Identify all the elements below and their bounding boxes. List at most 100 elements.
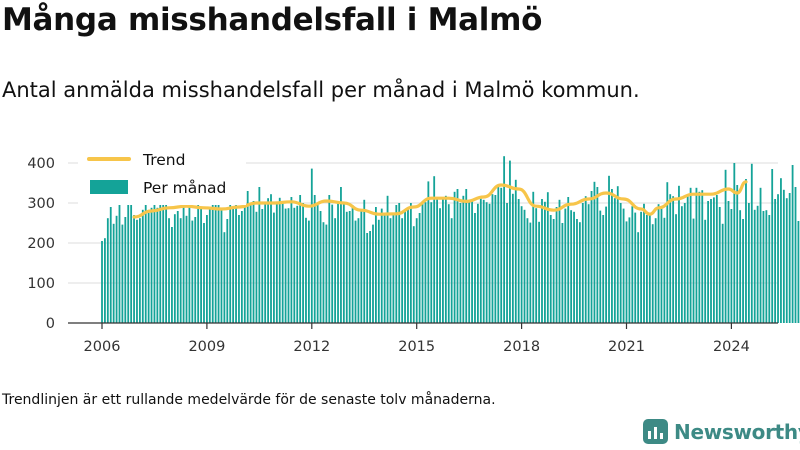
bar [162,195,165,323]
bar [235,202,237,323]
bar [421,203,424,323]
x-tick-label: 2021 [608,339,645,355]
bar [605,206,608,323]
newsworthy-logo[interactable]: Newsworthy [643,419,800,444]
bar [334,218,337,323]
bar [756,205,759,323]
axes: 0 100 200 300 400 2006 2009 2012 2015 2018 2021 202… [27,156,778,355]
bar [494,195,497,323]
bar [567,197,570,323]
bar [608,175,610,323]
bar [398,203,401,323]
bar [616,186,619,323]
bar [197,204,200,323]
bar [526,218,529,323]
bar [710,199,712,323]
bar [104,238,106,323]
bar [782,189,785,323]
bar [342,203,345,323]
bar [675,214,677,323]
bar [377,219,380,323]
bar [188,203,191,323]
bar [715,195,718,323]
bar [433,176,436,323]
bar [409,203,412,323]
bar [232,207,235,323]
bar [727,201,730,323]
x-tick-label: 2006 [84,339,121,355]
bar [404,211,406,323]
bar [587,204,590,323]
bar [698,191,701,323]
bar [185,215,188,323]
bar [395,205,398,323]
bar [474,213,476,323]
bar [497,187,500,323]
bar [672,196,675,323]
bar [372,224,374,323]
bar [130,197,133,323]
bar [380,208,383,323]
bar [523,209,526,323]
legend-trend-label: Trend [142,151,185,169]
bar [226,219,229,323]
y-tick-label: 300 [27,196,55,212]
bar [628,217,631,323]
bar [328,195,331,323]
bar [363,199,366,323]
x-tick-label: 2015 [398,339,435,355]
bar [573,211,575,323]
bar [745,179,747,323]
bar [240,211,243,323]
bar [680,206,683,323]
bar [584,196,587,323]
bar-series [101,156,800,323]
bar [287,208,290,323]
bar [593,181,596,323]
bar [479,198,482,323]
bar [337,201,339,323]
bar [564,208,567,323]
bar [439,208,441,323]
bar [538,221,540,323]
x-tick-label: 2024 [713,339,750,355]
bar [319,211,322,323]
bar [625,221,628,323]
bar [401,218,404,323]
bar [267,198,269,323]
bar [651,224,654,323]
bar [127,203,130,323]
bar [182,206,185,323]
bar [255,211,258,323]
bar [529,222,532,323]
bar [418,213,421,323]
bar [549,215,552,323]
bar [514,179,517,323]
y-tick-label: 100 [27,276,55,292]
bar [246,191,249,323]
bar [476,203,479,323]
brand-name: Newsworthy [674,419,800,444]
bar [634,212,637,323]
bar [622,208,625,323]
bar [765,210,768,323]
bar [503,156,506,323]
bar [747,203,750,323]
bar [459,203,462,323]
bar [643,203,645,323]
bar [310,168,313,323]
bar [211,203,214,323]
bar [217,199,220,323]
bar [555,207,558,323]
bar [561,223,564,323]
bar [168,218,170,323]
bar [468,201,471,323]
bar [619,203,622,323]
bar [101,241,103,323]
bar [340,187,342,323]
bar [150,207,153,323]
bar [278,197,281,323]
bar [220,209,223,323]
bar [275,204,278,323]
bar [307,220,310,323]
